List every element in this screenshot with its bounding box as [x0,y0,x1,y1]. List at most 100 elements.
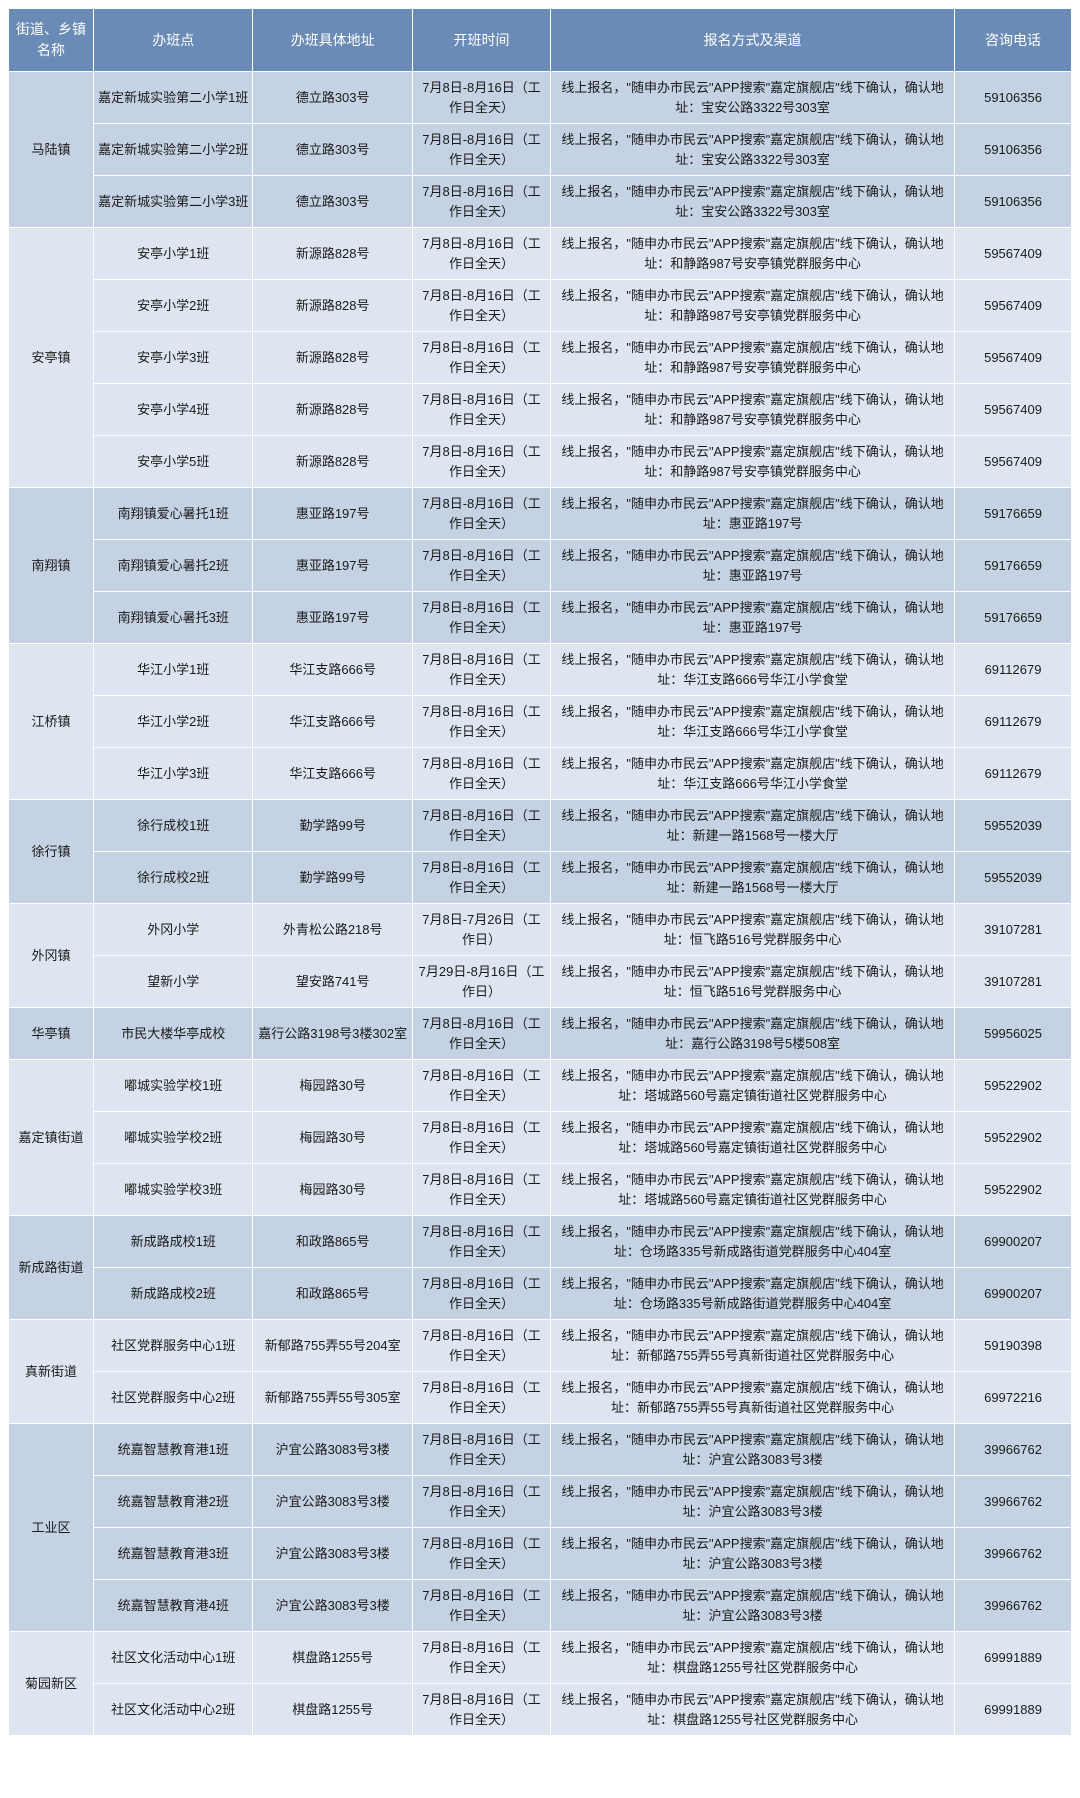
cell-phone: 59567409 [955,384,1072,436]
cell-method: 线上报名，"随申办市民云"APP搜索"嘉定旗舰店"线下确认，确认地址：和静路98… [551,384,955,436]
cell-town: 徐行镇 [9,800,94,904]
cell-time: 7月8日-8月16日（工作日全天） [412,644,550,696]
header-row: 街道、乡镇名称 办班点 办班具体地址 开班时间 报名方式及渠道 咨询电话 [9,9,1072,72]
cell-method: 线上报名，"随申办市民云"APP搜索"嘉定旗舰店"线下确认，确认地址：塔城路56… [551,1060,955,1112]
cell-site: 统嘉智慧教育港1班 [94,1424,253,1476]
cell-addr: 嘉行公路3198号3楼302室 [253,1008,412,1060]
cell-addr: 望安路741号 [253,956,412,1008]
cell-time: 7月8日-8月16日（工作日全天） [412,1476,550,1528]
cell-town: 江桥镇 [9,644,94,800]
cell-phone: 59176659 [955,540,1072,592]
cell-site: 统嘉智慧教育港2班 [94,1476,253,1528]
cell-time: 7月8日-8月16日（工作日全天） [412,280,550,332]
cell-phone: 39966762 [955,1528,1072,1580]
cell-addr: 沪宜公路3083号3楼 [253,1476,412,1528]
cell-addr: 华江支路666号 [253,644,412,696]
table-row: 嘟城实验学校2班梅园路30号7月8日-8月16日（工作日全天）线上报名，"随申办… [9,1112,1072,1164]
cell-time: 7月8日-8月16日（工作日全天） [412,1528,550,1580]
cell-time: 7月8日-8月16日（工作日全天） [412,436,550,488]
cell-addr: 德立路303号 [253,72,412,124]
cell-town: 华亭镇 [9,1008,94,1060]
col-header-site: 办班点 [94,9,253,72]
cell-method: 线上报名，"随申办市民云"APP搜索"嘉定旗舰店"线下确认，确认地址：惠亚路19… [551,592,955,644]
col-header-method: 报名方式及渠道 [551,9,955,72]
cell-phone: 69991889 [955,1684,1072,1736]
cell-site: 新成路成校1班 [94,1216,253,1268]
cell-addr: 华江支路666号 [253,748,412,800]
cell-site: 嘉定新城实验第二小学3班 [94,176,253,228]
cell-addr: 新郁路755弄55号204室 [253,1320,412,1372]
cell-addr: 沪宜公路3083号3楼 [253,1580,412,1632]
cell-phone: 59106356 [955,176,1072,228]
cell-site: 望新小学 [94,956,253,1008]
cell-method: 线上报名，"随申办市民云"APP搜索"嘉定旗舰店"线下确认，确认地址：塔城路56… [551,1112,955,1164]
cell-addr: 勤学路99号 [253,800,412,852]
cell-time: 7月8日-8月16日（工作日全天） [412,488,550,540]
table-row: 嘉定新城实验第二小学2班德立路303号7月8日-8月16日（工作日全天）线上报名… [9,124,1072,176]
cell-site: 安亭小学4班 [94,384,253,436]
cell-site: 嘉定新城实验第二小学2班 [94,124,253,176]
cell-town: 菊园新区 [9,1632,94,1736]
table-row: 安亭镇安亭小学1班新源路828号7月8日-8月16日（工作日全天）线上报名，"随… [9,228,1072,280]
cell-phone: 39966762 [955,1424,1072,1476]
cell-site: 安亭小学2班 [94,280,253,332]
cell-site: 华江小学2班 [94,696,253,748]
table-row: 华江小学3班华江支路666号7月8日-8月16日（工作日全天）线上报名，"随申办… [9,748,1072,800]
cell-addr: 勤学路99号 [253,852,412,904]
cell-addr: 棋盘路1255号 [253,1632,412,1684]
cell-addr: 和政路865号 [253,1216,412,1268]
cell-method: 线上报名，"随申办市民云"APP搜索"嘉定旗舰店"线下确认，确认地址：宝安公路3… [551,72,955,124]
cell-site: 市民大楼华亭成校 [94,1008,253,1060]
table-row: 马陆镇嘉定新城实验第二小学1班德立路303号7月8日-8月16日（工作日全天）线… [9,72,1072,124]
cell-method: 线上报名，"随申办市民云"APP搜索"嘉定旗舰店"线下确认，确认地址：沪宜公路3… [551,1424,955,1476]
cell-addr: 梅园路30号 [253,1164,412,1216]
table-row: 新成路街道新成路成校1班和政路865号7月8日-8月16日（工作日全天）线上报名… [9,1216,1072,1268]
cell-phone: 59956025 [955,1008,1072,1060]
col-header-addr: 办班具体地址 [253,9,412,72]
cell-time: 7月8日-8月16日（工作日全天） [412,1112,550,1164]
cell-phone: 39107281 [955,956,1072,1008]
cell-addr: 沪宜公路3083号3楼 [253,1528,412,1580]
cell-addr: 惠亚路197号 [253,592,412,644]
table-row: 社区党群服务中心2班新郁路755弄55号305室7月8日-8月16日（工作日全天… [9,1372,1072,1424]
cell-addr: 沪宜公路3083号3楼 [253,1424,412,1476]
cell-method: 线上报名，"随申办市民云"APP搜索"嘉定旗舰店"线下确认，确认地址：塔城路56… [551,1164,955,1216]
table-row: 外冈镇外冈小学外青松公路218号7月8日-7月26日（工作日）线上报名，"随申办… [9,904,1072,956]
cell-site: 社区文化活动中心2班 [94,1684,253,1736]
cell-method: 线上报名，"随申办市民云"APP搜索"嘉定旗舰店"线下确认，确认地址：棋盘路12… [551,1632,955,1684]
cell-site: 安亭小学3班 [94,332,253,384]
cell-phone: 59522902 [955,1164,1072,1216]
cell-addr: 棋盘路1255号 [253,1684,412,1736]
cell-time: 7月8日-8月16日（工作日全天） [412,1684,550,1736]
cell-method: 线上报名，"随申办市民云"APP搜索"嘉定旗舰店"线下确认，确认地址：华江支路6… [551,748,955,800]
table-row: 嘉定镇街道嘟城实验学校1班梅园路30号7月8日-8月16日（工作日全天）线上报名… [9,1060,1072,1112]
table-row: 菊园新区社区文化活动中心1班棋盘路1255号7月8日-8月16日（工作日全天）线… [9,1632,1072,1684]
cell-method: 线上报名，"随申办市民云"APP搜索"嘉定旗舰店"线下确认，确认地址：新建一路1… [551,800,955,852]
table-row: 徐行成校2班勤学路99号7月8日-8月16日（工作日全天）线上报名，"随申办市民… [9,852,1072,904]
cell-site: 社区文化活动中心1班 [94,1632,253,1684]
cell-phone: 69991889 [955,1632,1072,1684]
cell-method: 线上报名，"随申办市民云"APP搜索"嘉定旗舰店"线下确认，确认地址：恒飞路51… [551,956,955,1008]
cell-phone: 59106356 [955,72,1072,124]
cell-site: 徐行成校2班 [94,852,253,904]
cell-method: 线上报名，"随申办市民云"APP搜索"嘉定旗舰店"线下确认，确认地址：沪宜公路3… [551,1476,955,1528]
cell-town: 真新街道 [9,1320,94,1424]
cell-method: 线上报名，"随申办市民云"APP搜索"嘉定旗舰店"线下确认，确认地址：和静路98… [551,436,955,488]
cell-addr: 新源路828号 [253,436,412,488]
cell-site: 华江小学3班 [94,748,253,800]
cell-time: 7月8日-8月16日（工作日全天） [412,384,550,436]
cell-site: 嘟城实验学校3班 [94,1164,253,1216]
cell-site: 安亭小学1班 [94,228,253,280]
table-row: 社区文化活动中心2班棋盘路1255号7月8日-8月16日（工作日全天）线上报名，… [9,1684,1072,1736]
table-row: 统嘉智慧教育港4班沪宜公路3083号3楼7月8日-8月16日（工作日全天）线上报… [9,1580,1072,1632]
table-row: 南翔镇爱心暑托3班惠亚路197号7月8日-8月16日（工作日全天）线上报名，"随… [9,592,1072,644]
cell-method: 线上报名，"随申办市民云"APP搜索"嘉定旗舰店"线下确认，确认地址：恒飞路51… [551,904,955,956]
cell-method: 线上报名，"随申办市民云"APP搜索"嘉定旗舰店"线下确认，确认地址：仓场路33… [551,1216,955,1268]
cell-addr: 惠亚路197号 [253,488,412,540]
cell-phone: 69900207 [955,1216,1072,1268]
cell-method: 线上报名，"随申办市民云"APP搜索"嘉定旗舰店"线下确认，确认地址：惠亚路19… [551,488,955,540]
cell-phone: 59106356 [955,124,1072,176]
cell-addr: 梅园路30号 [253,1060,412,1112]
cell-phone: 59522902 [955,1060,1072,1112]
cell-town: 新成路街道 [9,1216,94,1320]
